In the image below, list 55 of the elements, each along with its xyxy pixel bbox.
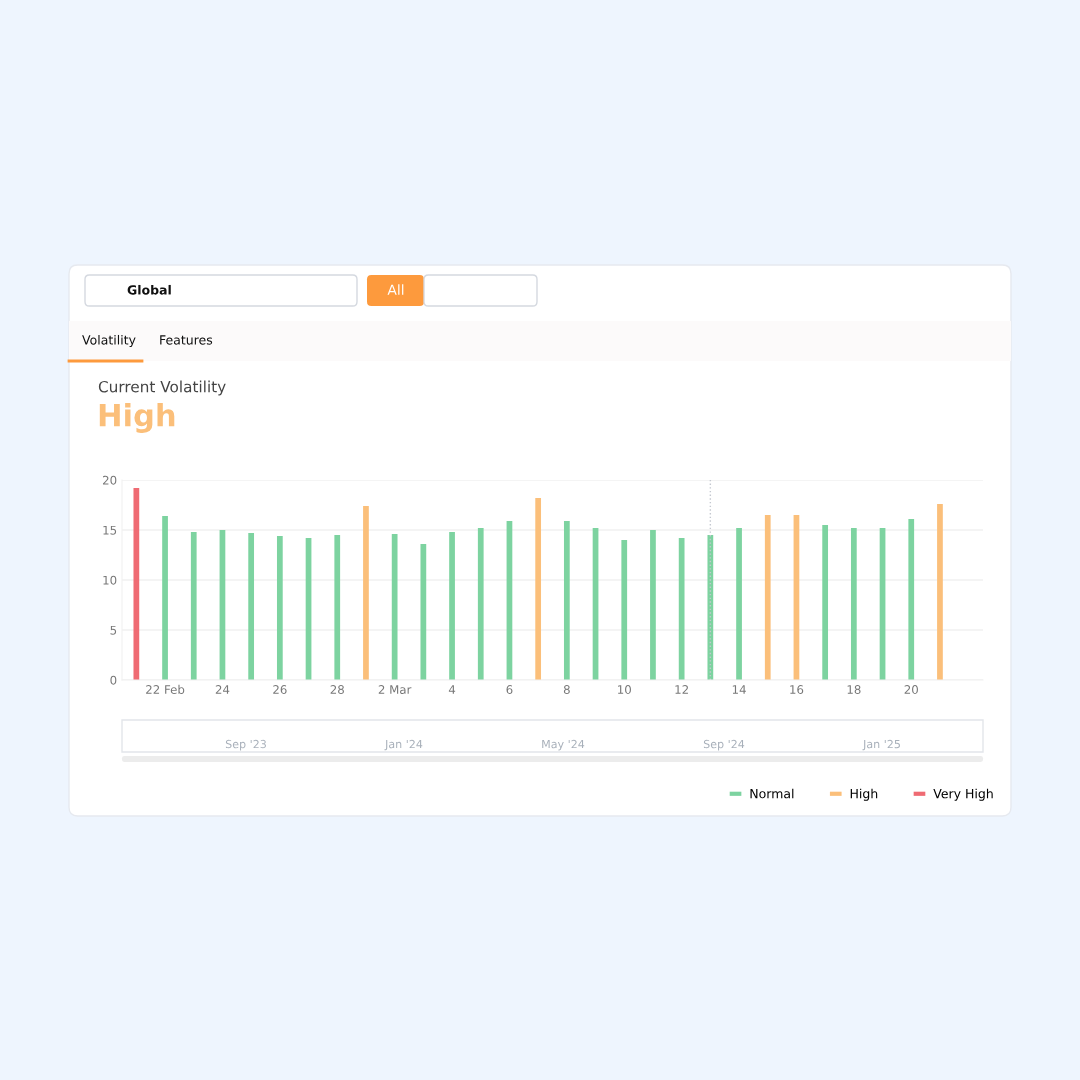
chart-subtitle: High: [99, 403, 175, 433]
bar: [477, 528, 484, 680]
x-tick-label: 24: [215, 685, 230, 694]
x-tick-label: 10: [618, 685, 631, 694]
x-tick-label: 12: [675, 685, 688, 694]
text: Sep '23: [225, 739, 266, 751]
x-tick-label: 20: [904, 685, 918, 694]
x-tick-label: 28: [330, 685, 344, 694]
x-tick-label: 4: [448, 685, 456, 694]
bar: [850, 528, 857, 680]
x-tick-label: 14: [732, 685, 746, 694]
bar: [563, 521, 570, 680]
legend-label: High: [850, 788, 878, 801]
bar: [621, 540, 628, 680]
bar: [535, 498, 542, 680]
bar: [908, 519, 915, 680]
text: Jan '24: [384, 739, 423, 751]
text: Global: [127, 284, 171, 295]
text: May '24: [542, 739, 585, 751]
text: Sep '24: [703, 739, 745, 751]
x-tick-label: 6: [506, 685, 513, 694]
bar: [162, 516, 168, 680]
y-tick-label: 10: [103, 575, 117, 585]
y-tick-label: 0: [110, 675, 117, 685]
x-tick-label: 22 Feb: [146, 684, 185, 694]
bar: [937, 504, 943, 680]
y-tick-label: 20: [102, 475, 117, 485]
bar: [736, 528, 742, 680]
bar: [449, 532, 455, 680]
bar: [190, 532, 197, 680]
y-tick-label: 5: [110, 625, 117, 635]
bar: [420, 544, 427, 680]
bar: [822, 525, 829, 680]
bar: [391, 534, 398, 680]
bar: [276, 536, 283, 680]
bar: [764, 515, 771, 680]
bar: [334, 535, 341, 680]
x-tick-label: 18: [847, 685, 861, 694]
text: Jan '25: [862, 739, 900, 751]
y-tick-label: 15: [103, 525, 117, 535]
bar: [248, 533, 255, 680]
text: Volatility: [82, 334, 136, 348]
x-tick-label: 16: [790, 685, 804, 694]
bar: [363, 506, 369, 680]
text: Features: [160, 335, 213, 345]
text: All: [387, 284, 404, 295]
x-tick-label: 2 Mar: [378, 685, 412, 694]
x-tick-label: 8: [563, 685, 570, 694]
bar: [133, 488, 140, 680]
legend-label: Normal: [750, 788, 794, 799]
chart-title: Current Volatility: [98, 380, 226, 396]
x-tick-label: 26: [273, 685, 287, 694]
bar: [650, 530, 656, 680]
bar: [678, 538, 685, 680]
legend-label: Very High: [933, 788, 993, 801]
